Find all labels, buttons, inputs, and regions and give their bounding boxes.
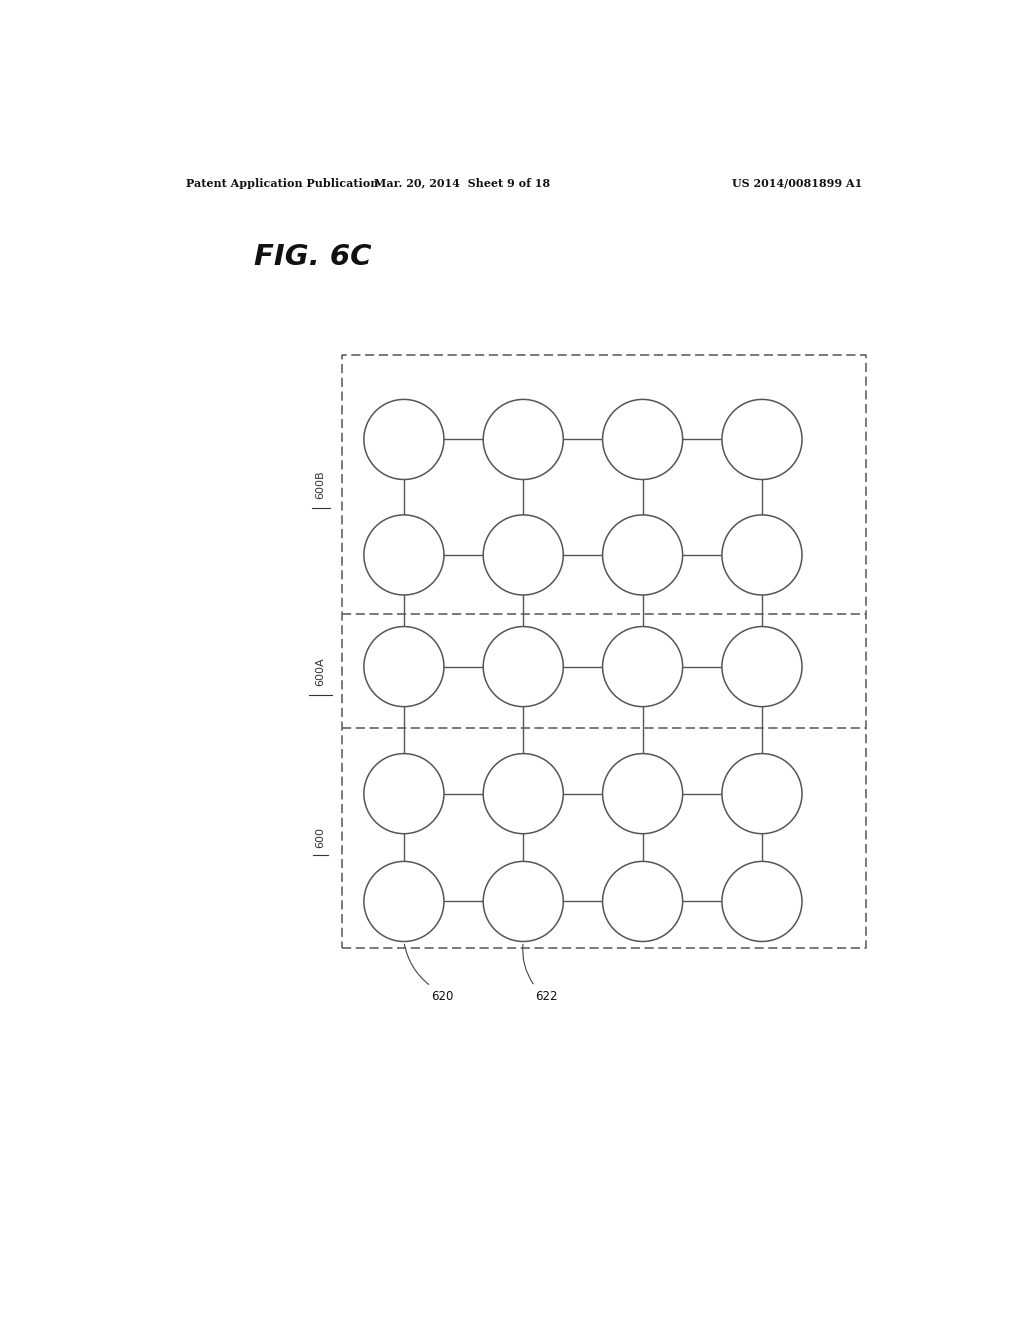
Text: Mar. 20, 2014  Sheet 9 of 18: Mar. 20, 2014 Sheet 9 of 18 [374,178,550,189]
Circle shape [602,400,683,479]
Text: Patent Application Publication: Patent Application Publication [186,178,379,189]
Circle shape [602,862,683,941]
Text: 600A: 600A [315,657,326,685]
Text: 600: 600 [315,828,326,849]
Text: 622: 622 [535,990,557,1003]
Circle shape [483,400,563,479]
Circle shape [602,627,683,706]
Circle shape [722,515,802,595]
Circle shape [602,754,683,834]
Circle shape [722,400,802,479]
Circle shape [364,400,444,479]
Circle shape [364,754,444,834]
Circle shape [722,754,802,834]
Circle shape [483,754,563,834]
Circle shape [483,627,563,706]
Circle shape [364,627,444,706]
Circle shape [364,515,444,595]
Circle shape [483,515,563,595]
Text: 600B: 600B [315,470,326,499]
Text: US 2014/0081899 A1: US 2014/0081899 A1 [732,178,862,189]
Circle shape [602,515,683,595]
Text: 620: 620 [431,990,454,1003]
Circle shape [364,862,444,941]
Text: FIG. 6C: FIG. 6C [254,243,372,271]
Circle shape [722,627,802,706]
Circle shape [722,862,802,941]
Circle shape [483,862,563,941]
